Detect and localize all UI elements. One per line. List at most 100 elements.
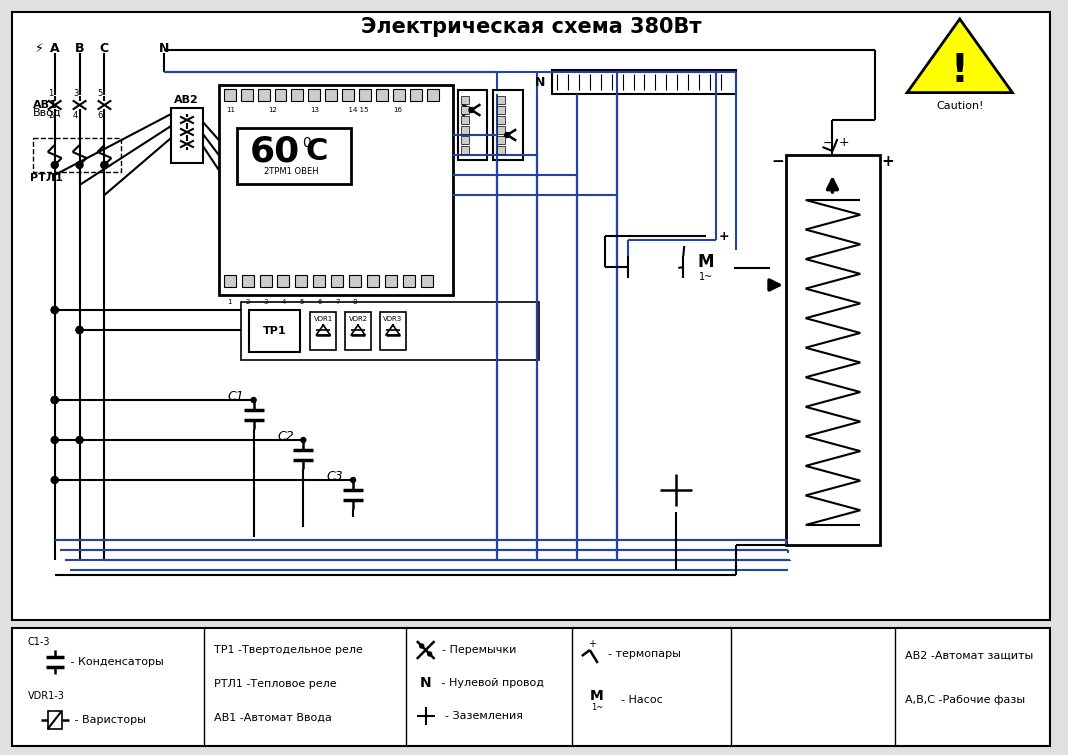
Text: C: C: [100, 42, 109, 54]
Bar: [461, 136, 470, 144]
Text: - термопары: - термопары: [608, 649, 680, 659]
Bar: [48, 711, 62, 729]
Bar: [461, 96, 470, 104]
Bar: [498, 96, 505, 104]
Circle shape: [51, 307, 58, 313]
Bar: [12, 628, 1050, 746]
Text: - Конденсаторы: - Конденсаторы: [66, 657, 163, 667]
Bar: [249, 310, 300, 352]
Text: +: +: [839, 137, 850, 149]
Bar: [345, 312, 371, 350]
Text: 13: 13: [310, 107, 318, 113]
Circle shape: [427, 652, 431, 656]
Text: N: N: [420, 676, 431, 690]
Text: −: −: [771, 153, 784, 168]
Text: −: −: [822, 137, 833, 149]
Text: РТЛ1 -Тепловое реле: РТЛ1 -Тепловое реле: [214, 679, 336, 689]
Bar: [311, 312, 336, 350]
Circle shape: [76, 326, 83, 334]
Text: M: M: [590, 689, 603, 703]
Circle shape: [420, 644, 424, 648]
Text: 4: 4: [281, 299, 285, 305]
Bar: [309, 89, 320, 101]
Bar: [260, 275, 271, 287]
Text: ⚡: ⚡: [35, 42, 44, 54]
Text: 2: 2: [48, 112, 53, 121]
Bar: [552, 70, 736, 94]
Text: !: !: [951, 52, 969, 90]
Circle shape: [505, 132, 509, 137]
Text: VDR1: VDR1: [314, 316, 333, 322]
Text: VDR2: VDR2: [348, 316, 367, 322]
Text: 1: 1: [227, 299, 232, 305]
Circle shape: [51, 162, 58, 168]
Bar: [219, 85, 453, 295]
Text: +: +: [882, 153, 895, 168]
Text: C1: C1: [227, 390, 245, 403]
Text: 60: 60: [249, 135, 300, 169]
Bar: [376, 89, 388, 101]
Circle shape: [469, 107, 474, 112]
Text: Caution!: Caution!: [936, 100, 984, 110]
Bar: [498, 116, 505, 124]
Bar: [12, 12, 1050, 620]
Bar: [461, 126, 470, 134]
Text: - Насос: - Насос: [621, 695, 662, 705]
Circle shape: [76, 326, 83, 334]
Bar: [457, 90, 487, 160]
Bar: [393, 89, 405, 101]
Bar: [241, 275, 253, 287]
Text: N: N: [535, 76, 546, 88]
Circle shape: [101, 162, 108, 168]
Bar: [427, 89, 439, 101]
Text: A: A: [50, 42, 60, 54]
Text: 3: 3: [73, 90, 78, 98]
Bar: [257, 89, 269, 101]
Circle shape: [301, 437, 305, 442]
Text: +: +: [719, 230, 729, 242]
Text: VDR3: VDR3: [383, 316, 403, 322]
Text: ТР1: ТР1: [263, 326, 286, 336]
Text: 6: 6: [98, 112, 104, 121]
Bar: [421, 275, 433, 287]
Text: АВ2 -Автомат защиты: АВ2 -Автомат защиты: [905, 651, 1034, 661]
Bar: [359, 89, 371, 101]
Text: 16: 16: [393, 107, 403, 113]
Text: B: B: [75, 42, 84, 54]
Bar: [292, 89, 303, 101]
Text: 1: 1: [48, 90, 53, 98]
Text: N: N: [159, 42, 170, 54]
Bar: [498, 146, 505, 154]
Bar: [786, 155, 880, 545]
Bar: [384, 275, 397, 287]
Text: 3: 3: [264, 299, 268, 305]
Text: - Перемычки: - Перемычки: [441, 645, 516, 655]
Circle shape: [350, 477, 356, 482]
Circle shape: [251, 397, 256, 402]
Text: 4: 4: [73, 112, 78, 121]
Bar: [331, 275, 343, 287]
Text: 5: 5: [98, 90, 104, 98]
Bar: [240, 302, 539, 360]
Circle shape: [51, 307, 58, 313]
Text: Ввод: Ввод: [33, 108, 62, 118]
Text: АВ2: АВ2: [174, 95, 199, 105]
Bar: [498, 136, 505, 144]
Text: 11: 11: [226, 107, 235, 113]
Text: АВ1 -Автомат Ввода: АВ1 -Автомат Ввода: [214, 713, 332, 723]
Circle shape: [51, 436, 58, 443]
Text: +: +: [587, 639, 596, 649]
Polygon shape: [907, 19, 1012, 93]
Circle shape: [76, 162, 83, 168]
Text: 8: 8: [352, 299, 358, 305]
Text: А,В,С -Рабочие фазы: А,В,С -Рабочие фазы: [905, 695, 1025, 705]
Text: C: C: [305, 137, 328, 167]
Text: 1~: 1~: [700, 272, 713, 282]
Text: 7: 7: [335, 299, 340, 305]
Bar: [274, 89, 286, 101]
Circle shape: [51, 396, 58, 403]
Text: - Варисторы: - Варисторы: [70, 715, 145, 725]
Text: M: M: [697, 253, 714, 271]
Text: 14 15: 14 15: [344, 107, 368, 113]
Text: 5: 5: [299, 299, 303, 305]
